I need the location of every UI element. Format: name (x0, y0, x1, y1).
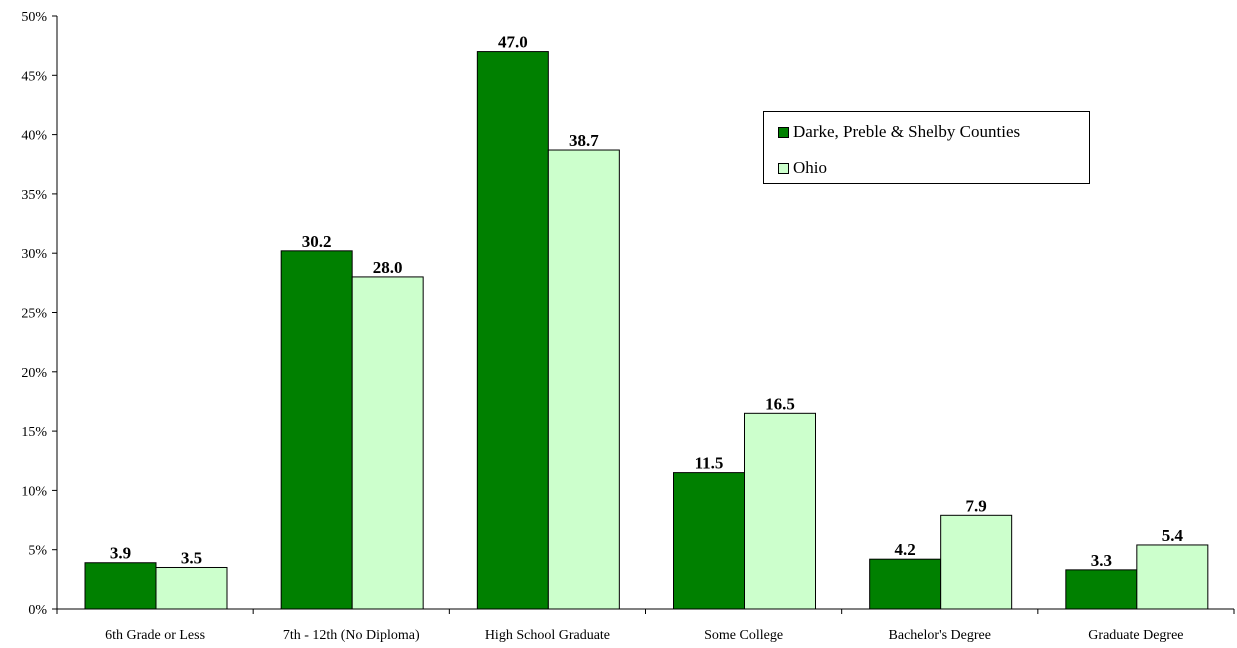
x-category-label: 6th Grade or Less (105, 628, 205, 643)
bar-ohio (940, 514, 1013, 610)
y-tick-label: 30% (21, 247, 47, 262)
y-tick-label: 10% (21, 484, 47, 499)
data-label-ohio: 5.4 (1162, 526, 1184, 545)
data-label-counties: 11.5 (695, 454, 724, 473)
legend-label-ohio: Ohio (793, 158, 827, 177)
data-label-ohio: 7.9 (966, 496, 987, 515)
legend-swatch-counties (778, 126, 789, 138)
y-tick-label: 25% (21, 307, 47, 322)
data-label-ohio: 16.5 (765, 394, 795, 413)
bar-ohio (547, 149, 620, 610)
data-label-counties: 4.2 (895, 540, 916, 559)
y-tick-label: 20% (21, 366, 47, 381)
legend-label-counties: Darke, Preble & Shelby Counties (793, 122, 1021, 141)
y-tick-label: 45% (21, 69, 47, 84)
x-category-label: Some College (704, 628, 783, 643)
data-label-ohio: 28.0 (373, 258, 403, 277)
data-label-counties: 47.0 (498, 33, 528, 52)
x-category-label: Bachelor's Degree (889, 628, 991, 643)
x-category-label: 7th - 12th (No Diploma) (283, 628, 420, 643)
data-label-counties: 3.9 (110, 544, 131, 563)
x-category-label: High School Graduate (485, 628, 610, 643)
legend-item-ohio: Ohio (778, 158, 827, 178)
y-tick-label: 5% (28, 544, 47, 559)
bar-ohio (744, 412, 816, 610)
y-tick-label: 35% (21, 188, 47, 203)
bar-counties (673, 472, 745, 610)
bar-counties (869, 558, 942, 610)
data-label-ohio: 38.7 (569, 131, 599, 150)
legend-swatch-ohio (778, 162, 789, 174)
bar-ohio (351, 276, 424, 610)
legend-item-counties: Darke, Preble & Shelby Counties (778, 122, 1020, 142)
data-label-counties: 3.3 (1091, 551, 1112, 570)
bar-counties (476, 51, 549, 610)
y-tick-label: 0% (28, 603, 47, 618)
bar-counties (280, 250, 353, 610)
y-tick-label: 15% (21, 425, 47, 440)
data-label-counties: 30.2 (302, 232, 332, 251)
y-tick-label: 40% (21, 129, 47, 144)
bar-ohio (155, 566, 228, 610)
data-label-ohio: 3.5 (181, 548, 202, 567)
bar-counties (1065, 569, 1138, 610)
x-category-label: Graduate Degree (1088, 628, 1183, 643)
bar-ohio (1136, 544, 1209, 610)
chart-legend: Darke, Preble & Shelby Counties Ohio (763, 111, 1090, 184)
bar-counties (84, 562, 157, 610)
y-tick-label: 50% (21, 10, 47, 25)
